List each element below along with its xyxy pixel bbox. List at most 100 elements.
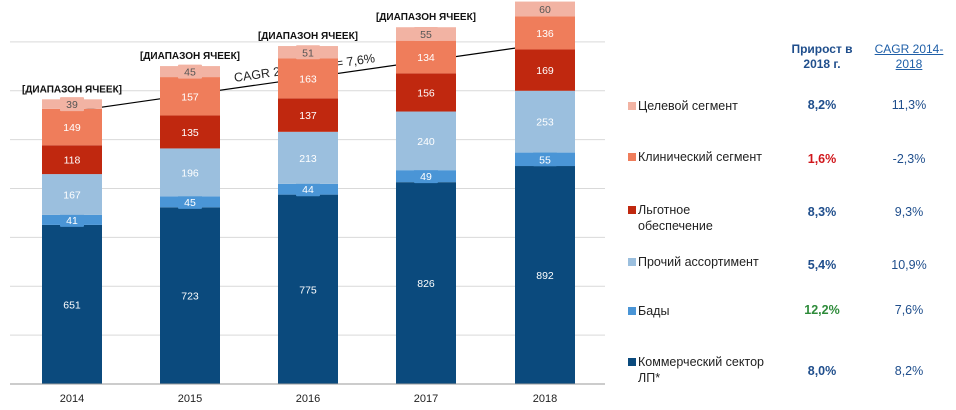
legend-row-preferential-supply: Льготное обеспечение 8,3% 9,3%: [627, 202, 956, 242]
value-label-box: [533, 1, 557, 16]
value-label: 169: [536, 65, 554, 77]
legend-swatch: [628, 102, 636, 110]
value-label: 253: [536, 117, 554, 129]
legend-swatch: [628, 206, 636, 214]
legend-row-other-assortment: Прочий ассортимент 5,4% 10,9%: [627, 254, 956, 294]
bar-segment: [515, 49, 575, 91]
stacked-bar-chart: CAGR 2014-2018 = 7,6%6514116711814939[ДИ…: [10, 1, 605, 405]
total-label: [ДИАПАЗОН ЯЧЕЕК]: [376, 12, 476, 23]
bar-segment: [160, 207, 220, 384]
growth-value: 12,2%: [804, 303, 840, 317]
bar-segment: [42, 145, 102, 175]
cagr-value: 11,3%: [891, 98, 927, 112]
x-tick-label: 2014: [60, 393, 84, 405]
value-label: 135: [181, 127, 199, 139]
bar-segment: [396, 111, 456, 171]
bar-segment: [278, 58, 338, 99]
x-tick-label: 2018: [533, 393, 557, 405]
bar-segment: [396, 73, 456, 112]
value-label-box: [414, 26, 438, 41]
bar-segment: [42, 174, 102, 215]
bar-segment: [160, 77, 220, 116]
cagr-value: 8,2%: [894, 364, 924, 378]
value-label-box: [178, 194, 202, 209]
value-label-box: [533, 152, 557, 167]
value-label: 41: [66, 215, 78, 227]
legend-label: Льготное обеспечение: [638, 203, 713, 233]
growth-value: 5,4%: [807, 258, 837, 272]
value-label: 651: [63, 299, 81, 311]
bar-segment: [396, 40, 456, 74]
legend-row-supplements: Бады 12,2% 7,6%: [627, 303, 956, 343]
growth-value: 1,6%: [807, 152, 837, 166]
value-label: 45: [184, 67, 196, 79]
bar-segment: [160, 115, 220, 149]
total-label: [ДИАПАЗОН ЯЧЕЕК]: [140, 51, 240, 62]
value-label: 213: [299, 153, 317, 165]
legend-table: Прирост в 2018 г. CAGR 2014-2018 Целевой…: [627, 0, 956, 410]
value-label-box: [296, 45, 320, 60]
total-label: [ДИАПАЗОН ЯЧЕЕК]: [22, 84, 122, 95]
value-label: 196: [181, 167, 199, 179]
value-label: 775: [299, 284, 317, 296]
bar-segment: [42, 108, 102, 146]
legend-label: Клинический сегмент: [638, 150, 762, 164]
value-label: 163: [299, 73, 317, 85]
bar-segment: [396, 182, 456, 384]
legend-swatch: [628, 153, 636, 161]
bar-segment: [42, 224, 102, 384]
value-label-box: [414, 169, 438, 184]
legend-swatch: [628, 358, 636, 366]
growth-value: 8,2%: [807, 98, 837, 112]
bar-segment: [515, 166, 575, 384]
header-growth-2018: Прирост в 2018 г.: [791, 42, 853, 71]
legend-label: Коммерческий сектор ЛП*: [638, 355, 764, 385]
value-label-box: [178, 64, 202, 79]
value-label: 156: [417, 87, 435, 99]
value-label: 60: [539, 4, 551, 16]
x-tick-label: 2017: [414, 393, 438, 405]
value-label: 118: [64, 155, 81, 167]
legend-row-commercial-sector: Коммерческий сектор ЛП* 8,0% 8,2%: [627, 354, 956, 394]
value-label: 45: [184, 197, 196, 209]
growth-value: 8,0%: [807, 364, 837, 378]
value-label-box: [60, 97, 84, 112]
value-label: 44: [302, 184, 314, 196]
value-label: 51: [302, 47, 314, 59]
legend-swatch: [628, 307, 636, 315]
value-label: 240: [417, 136, 435, 148]
bar-segment: [160, 148, 220, 197]
value-label: 39: [66, 99, 78, 111]
bar-segment: [278, 98, 338, 132]
cagr-value: 10,9%: [891, 258, 927, 272]
bar-segment: [278, 131, 338, 184]
value-label: 49: [420, 171, 432, 183]
value-label: 892: [536, 270, 554, 282]
value-label-box: [60, 212, 84, 227]
cagr-value: 7,6%: [894, 303, 924, 317]
bar-segment: [278, 194, 338, 384]
value-label: 55: [420, 29, 432, 41]
value-label: 157: [181, 91, 199, 103]
x-tick-label: 2015: [178, 393, 202, 405]
bar-segment: [515, 16, 575, 50]
legend-label: Прочий ассортимент: [638, 255, 759, 269]
value-label: 137: [299, 110, 317, 122]
header-cagr-2014-2018: CAGR 2014-2018: [874, 42, 944, 71]
value-label: 149: [63, 122, 81, 134]
legend-row-target-segment: Целевой сегмент 8,2% 11,3%: [627, 98, 956, 138]
value-label-box: [296, 182, 320, 197]
value-label: 136: [536, 28, 554, 40]
value-label: 826: [417, 278, 435, 290]
bar-segment: [515, 90, 575, 153]
legend-label: Целевой сегмент: [638, 99, 738, 113]
cagr-value: 9,3%: [894, 205, 924, 219]
legend-label: Бады: [638, 304, 670, 318]
legend-swatch: [628, 258, 636, 266]
value-label: 55: [539, 154, 551, 166]
value-label: 134: [417, 52, 435, 64]
x-tick-label: 2016: [296, 393, 320, 405]
value-label: 723: [181, 291, 199, 303]
value-label: 167: [63, 189, 81, 201]
growth-value: 8,3%: [807, 205, 837, 219]
